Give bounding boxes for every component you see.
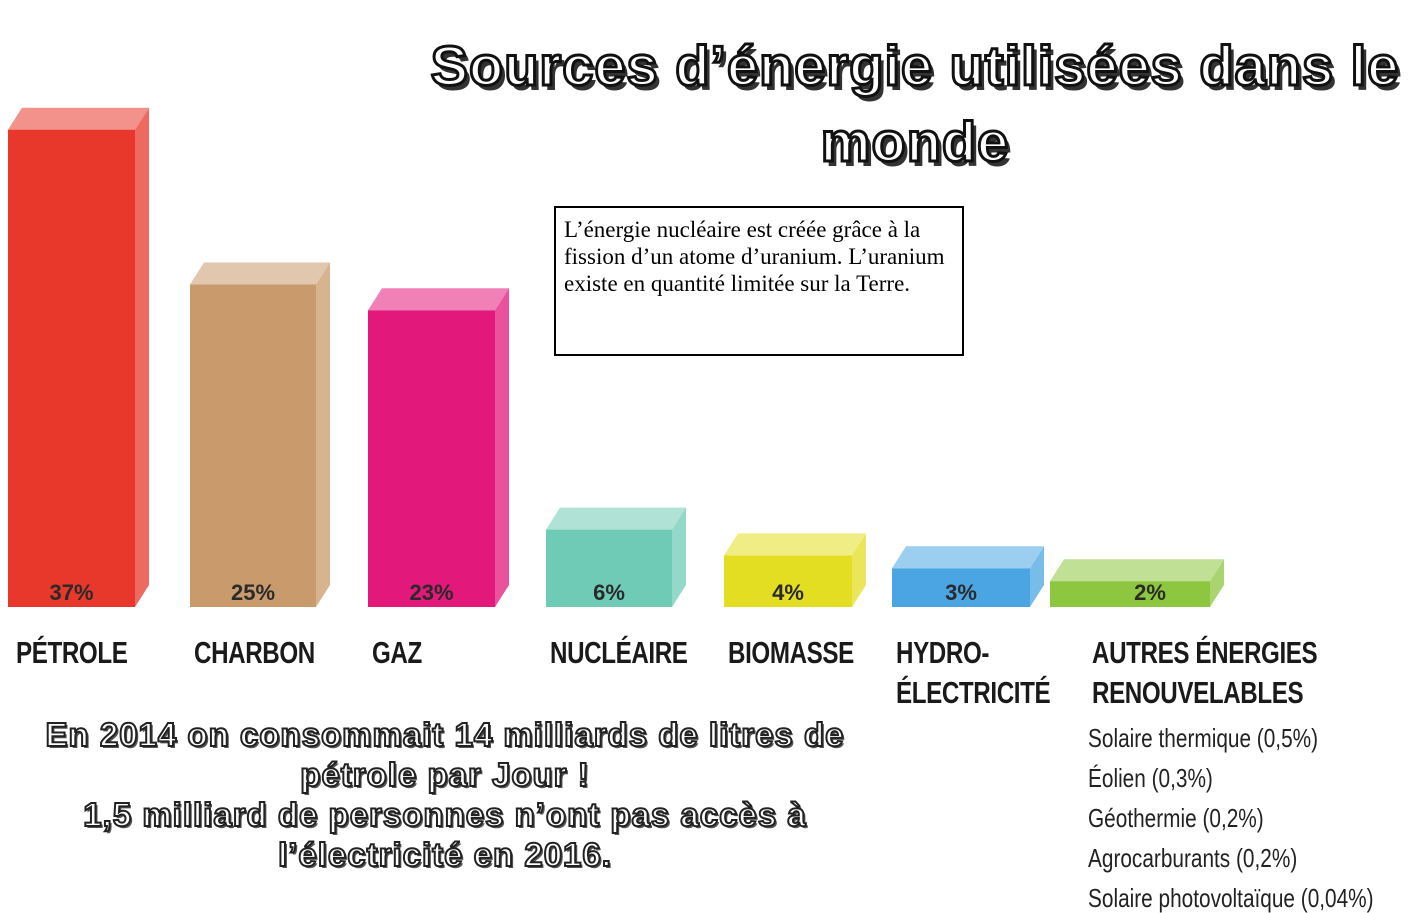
x-tick-label: NUCLÉAIRE [550, 633, 722, 673]
annotation: L’énergie nucléaire est créée grâce à la… [554, 206, 964, 356]
value-label: 4% [772, 580, 804, 605]
value-label: 37% [49, 580, 93, 605]
bar [1050, 581, 1210, 607]
infographic: 37% 25% 23% 6% 4% 3% 2% Sources d’énergie util… [0, 0, 1424, 913]
chart-title: Sources d’énergie utilisées dans le mond… [415, 28, 1415, 180]
sub-item: Éolien (0,3%) [1088, 758, 1374, 798]
x-tick-label: AUTRES ÉNERGIES RENOUVELABLES [1092, 633, 1357, 713]
bar [8, 130, 135, 607]
x-tick-label: HYDRO-ÉLECTRICITÉ [896, 633, 1044, 713]
bar-side [135, 108, 149, 607]
value-label: 2% [1134, 580, 1166, 605]
value-label: 3% [945, 580, 977, 605]
value-label: 25% [231, 580, 275, 605]
note-line: 1,5 milliard de personnes n’ont pas accè… [0, 795, 890, 875]
sub-item: Géothermie (0,2%) [1088, 798, 1374, 838]
sub-item: Solaire thermique (0,5%) [1088, 718, 1374, 758]
bar-top [190, 263, 330, 285]
bar [190, 285, 316, 608]
x-tick-label: GAZ [372, 633, 528, 673]
bar-side [495, 288, 509, 607]
bar-top [368, 288, 509, 310]
bar-top [724, 533, 866, 555]
value-label: 23% [409, 580, 453, 605]
bar-top [8, 108, 149, 130]
sub-item: Agrocarburants (0,2%) [1088, 838, 1374, 878]
bar [368, 310, 495, 607]
bar-top [546, 508, 686, 530]
sub-item: Solaire photovoltaïque (0,04%) [1088, 878, 1374, 913]
note-line: En 2014 on consommait 14 milliards de li… [0, 715, 890, 795]
bar-top [1050, 559, 1224, 581]
x-tick-label: PÉTROLE [16, 633, 172, 673]
value-label: 6% [593, 580, 625, 605]
bar-side [316, 263, 330, 608]
bar-top [892, 546, 1044, 568]
sub-items: Solaire thermique (0,5%)Éolien (0,3%)Géo… [1088, 718, 1374, 913]
x-tick-label: CHARBON [194, 633, 366, 673]
x-tick-label: BIOMASSE [728, 633, 884, 673]
notes: En 2014 on consommait 14 milliards de li… [0, 715, 890, 875]
